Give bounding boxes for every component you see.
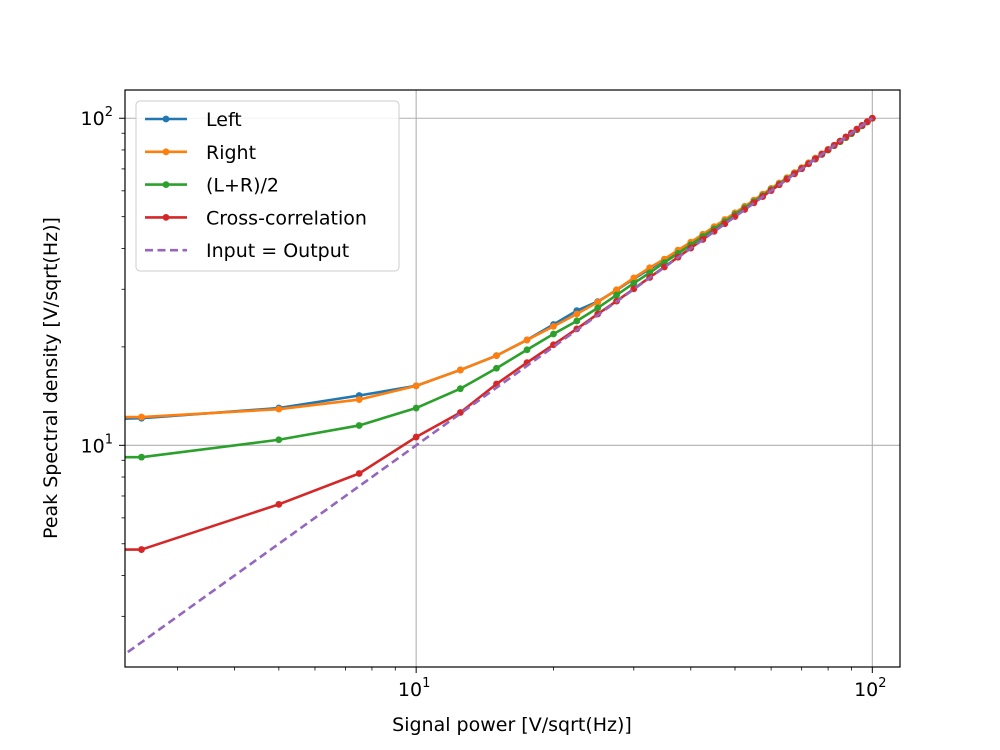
data-point-cross-correlation — [138, 546, 145, 553]
data-point-l-r-2 — [573, 317, 581, 325]
y-axis-ticks: 101 102 — [81, 105, 125, 617]
data-point-l-r-2 — [613, 291, 620, 299]
legend-marker-right — [162, 148, 170, 156]
data-point-l-r-2 — [646, 269, 654, 277]
data-point-right — [646, 264, 654, 272]
data-point-cross-correlation — [275, 500, 283, 508]
data-point-right — [275, 405, 283, 413]
data-point-l-r-2 — [456, 385, 464, 393]
x-axis-label: Signal power [V/sqrt(Hz)] — [392, 714, 632, 736]
data-point-cross-correlation — [355, 470, 363, 477]
data-point-l-r-2 — [594, 304, 602, 312]
legend-label-left: Left — [206, 109, 242, 131]
legend-marker-l-r-2 — [162, 181, 170, 189]
data-point-l-r-2 — [630, 279, 638, 287]
data-point-right — [573, 310, 581, 318]
data-point-right — [550, 322, 557, 330]
legend-label-right: Right — [206, 142, 256, 164]
data-point-l-r-2 — [138, 453, 145, 461]
x-axis-ticks: 101 102 — [177, 667, 887, 701]
legend-label-cross-correlation: Cross-correlation — [206, 207, 367, 229]
data-point-right — [594, 298, 602, 306]
data-point-right — [630, 274, 638, 282]
x-tick-label: 101 — [398, 676, 430, 701]
data-point-l-r-2 — [523, 346, 531, 354]
legend-marker-left — [162, 115, 170, 123]
data-point-right — [493, 352, 500, 360]
data-point-cross-correlation — [412, 433, 420, 441]
data-point-l-r-2 — [493, 364, 500, 372]
data-point-right — [412, 382, 420, 390]
series-input-output — [125, 117, 874, 656]
legend-label-input-output: Input = Output — [206, 240, 349, 262]
data-point-l-r-2 — [275, 436, 283, 444]
y-tick-label: 102 — [81, 105, 113, 130]
y-axis-label: Peak Spectral density [V/sqrt(Hz)] — [40, 217, 62, 539]
data-point-right — [355, 396, 363, 403]
data-point-right — [523, 336, 531, 344]
x-tick-label: 102 — [854, 676, 886, 701]
legend-label-l-r-2: (L+R)/2 — [206, 175, 279, 197]
legend: Left Right (L+R)/2 Cross-correlation Input =… — [135, 100, 400, 272]
series-group — [125, 114, 876, 656]
data-point-right — [613, 286, 620, 294]
data-point-l-r-2 — [550, 330, 557, 338]
data-point-right — [456, 366, 464, 374]
y-tick-label: 101 — [81, 432, 113, 457]
legend-marker-cross-correlation — [162, 214, 170, 221]
data-point-l-r-2 — [412, 404, 420, 412]
plot-frame — [124, 89, 901, 668]
series-line-input-output — [125, 117, 874, 656]
legend-box — [135, 100, 400, 272]
data-point-l-r-2 — [355, 422, 363, 429]
data-point-right — [138, 413, 145, 421]
